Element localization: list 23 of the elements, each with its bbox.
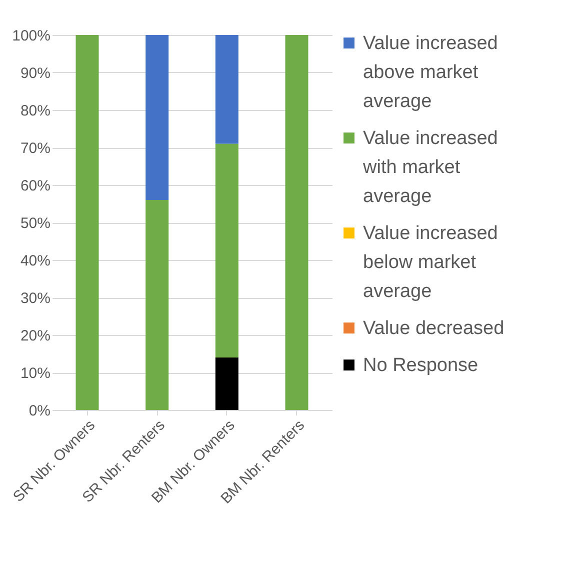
bar xyxy=(146,200,169,410)
bar xyxy=(285,35,308,410)
y-tick-label: 60% xyxy=(20,178,50,194)
bar xyxy=(146,35,169,200)
legend-label: Value decreased xyxy=(363,318,504,339)
y-tick-label: 40% xyxy=(20,252,50,270)
legend-label: Value increased with market average xyxy=(362,128,498,207)
y-tick-label: 30% xyxy=(20,290,50,307)
y-tick-label: 70% xyxy=(20,140,50,157)
y-tick-label: 90% xyxy=(20,65,50,82)
legend-label: Value increased above market average xyxy=(363,33,498,112)
y-tick-label: 0% xyxy=(28,402,50,420)
bar xyxy=(76,35,99,410)
y-tick-label: 50% xyxy=(20,215,50,232)
y-tick-label: 10% xyxy=(20,365,50,382)
y-tick-label: 100% xyxy=(12,28,50,44)
bar xyxy=(215,358,238,410)
legend-label: Value increased below market average xyxy=(363,223,498,302)
y-tick-label: 80% xyxy=(20,102,50,120)
legend-label: No Response xyxy=(363,355,478,376)
y-tick-label: 20% xyxy=(20,328,50,344)
bar xyxy=(215,35,238,144)
bar xyxy=(215,144,238,358)
